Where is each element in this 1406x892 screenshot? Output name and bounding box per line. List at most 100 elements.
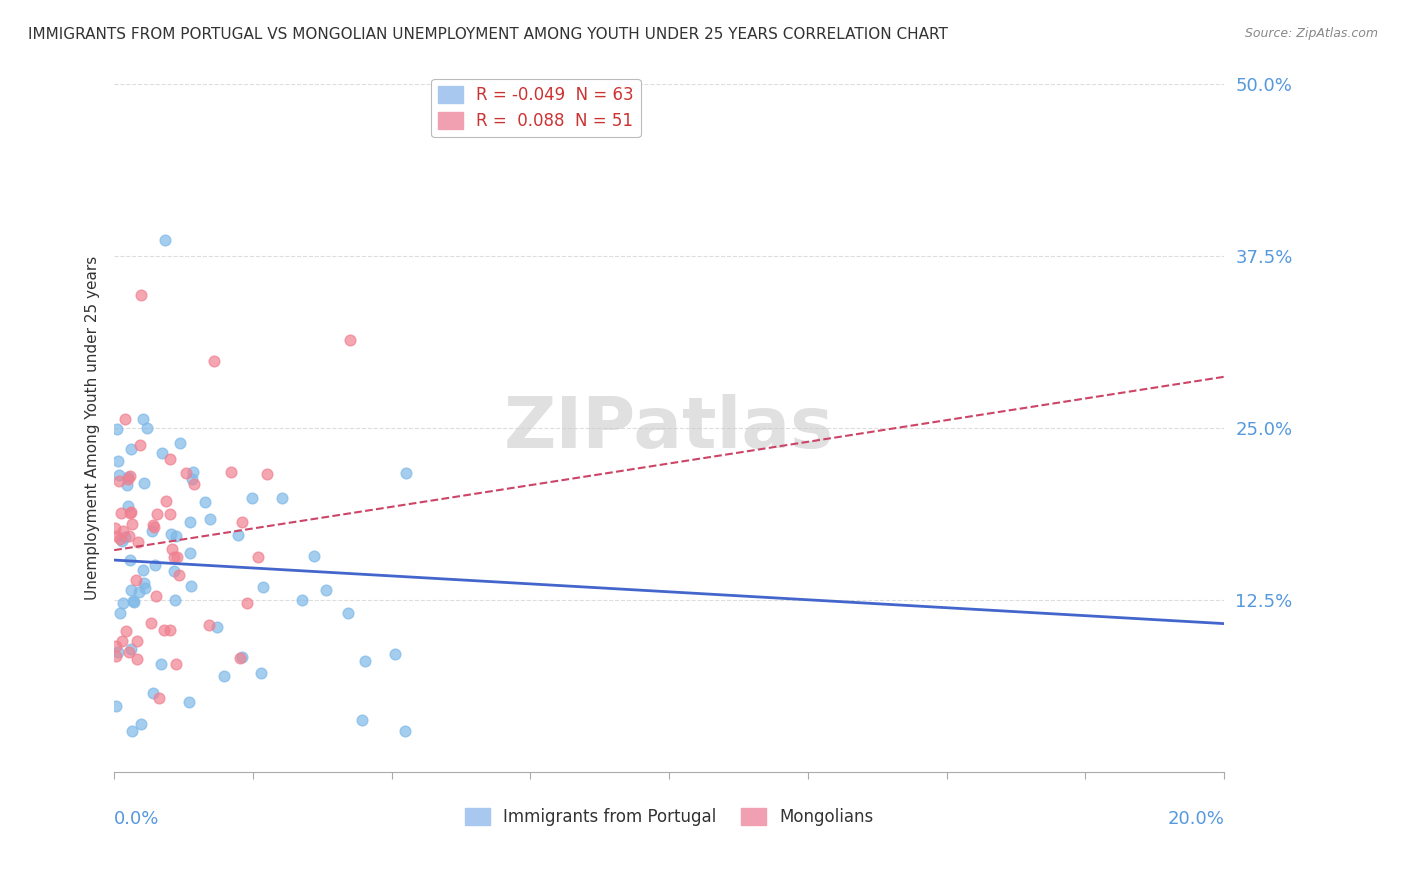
Point xyxy=(118,506,141,520)
Legend: Immigrants from Portugal, Mongolians: Immigrants from Portugal, Mongolians xyxy=(458,801,880,832)
Point xyxy=(155,494,177,508)
Point xyxy=(120,505,142,519)
Point xyxy=(163,550,186,565)
Point xyxy=(212,669,235,683)
Point xyxy=(250,665,273,680)
Point xyxy=(120,442,142,456)
Point xyxy=(108,468,131,483)
Point xyxy=(105,639,128,653)
Point xyxy=(169,435,191,450)
Point xyxy=(197,618,219,632)
Point xyxy=(395,466,418,480)
Point xyxy=(315,582,337,597)
Point xyxy=(134,576,156,591)
Point xyxy=(108,533,131,547)
Point xyxy=(132,412,155,426)
Point xyxy=(270,491,292,506)
Point xyxy=(339,334,361,348)
Point xyxy=(115,478,138,492)
Point xyxy=(231,650,253,665)
Point xyxy=(291,593,314,607)
Point xyxy=(107,454,129,468)
Point xyxy=(180,578,202,592)
Point xyxy=(122,595,145,609)
Point xyxy=(118,644,141,658)
Point xyxy=(240,491,263,505)
Point xyxy=(353,654,375,668)
Point xyxy=(142,518,165,533)
Text: Source: ZipAtlas.com: Source: ZipAtlas.com xyxy=(1244,27,1378,40)
Point xyxy=(198,511,221,525)
Point xyxy=(105,648,128,663)
Point xyxy=(111,634,134,648)
Point xyxy=(177,695,200,709)
Text: 0.0%: 0.0% xyxy=(114,810,159,828)
Point xyxy=(143,558,166,573)
Point xyxy=(110,506,132,520)
Point xyxy=(179,515,201,529)
Point xyxy=(128,585,150,599)
Point xyxy=(246,549,269,564)
Point xyxy=(117,499,139,513)
Point xyxy=(205,620,228,634)
Point xyxy=(384,647,406,661)
Point xyxy=(108,474,131,488)
Point xyxy=(165,593,187,607)
Point xyxy=(219,465,242,479)
Point xyxy=(118,553,141,567)
Point xyxy=(104,699,127,714)
Point xyxy=(111,596,134,610)
Point xyxy=(124,574,146,588)
Point xyxy=(104,521,127,535)
Point xyxy=(146,507,169,521)
Point xyxy=(141,615,163,630)
Point xyxy=(120,641,142,656)
Point xyxy=(127,652,149,666)
Point xyxy=(111,524,134,538)
Point xyxy=(160,542,183,557)
Point xyxy=(179,546,201,560)
Point xyxy=(231,515,253,529)
Point xyxy=(118,469,141,483)
Point xyxy=(117,472,139,486)
Point xyxy=(152,624,174,638)
Point xyxy=(302,549,325,563)
Point xyxy=(127,634,149,648)
Point xyxy=(152,445,174,459)
Point xyxy=(169,567,191,582)
Point xyxy=(350,713,373,727)
Point xyxy=(121,593,143,607)
Point xyxy=(394,723,416,738)
Point xyxy=(252,580,274,594)
Point xyxy=(107,645,129,659)
Point xyxy=(165,657,187,671)
Point xyxy=(114,412,136,426)
Text: 20.0%: 20.0% xyxy=(1167,810,1225,828)
Y-axis label: Unemployment Among Youth under 25 years: Unemployment Among Youth under 25 years xyxy=(86,256,100,600)
Point xyxy=(229,651,252,665)
Point xyxy=(145,589,167,603)
Point xyxy=(141,524,163,538)
Point xyxy=(142,686,165,700)
Text: ZIPatlas: ZIPatlas xyxy=(505,393,834,463)
Point xyxy=(117,469,139,483)
Point xyxy=(228,528,250,542)
Point xyxy=(148,691,170,706)
Point xyxy=(159,451,181,466)
Point xyxy=(121,517,143,532)
Point xyxy=(127,534,149,549)
Point xyxy=(136,421,159,435)
Point xyxy=(114,624,136,638)
Point xyxy=(163,564,186,578)
Point xyxy=(194,495,217,509)
Point xyxy=(256,467,278,481)
Point xyxy=(134,581,156,595)
Point xyxy=(120,583,142,598)
Point xyxy=(181,465,204,479)
Point xyxy=(202,354,225,368)
Point xyxy=(143,520,166,534)
Text: IMMIGRANTS FROM PORTUGAL VS MONGOLIAN UNEMPLOYMENT AMONG YOUTH UNDER 25 YEARS CO: IMMIGRANTS FROM PORTUGAL VS MONGOLIAN UN… xyxy=(28,27,948,42)
Point xyxy=(132,563,155,577)
Point xyxy=(166,549,188,564)
Point xyxy=(160,527,183,541)
